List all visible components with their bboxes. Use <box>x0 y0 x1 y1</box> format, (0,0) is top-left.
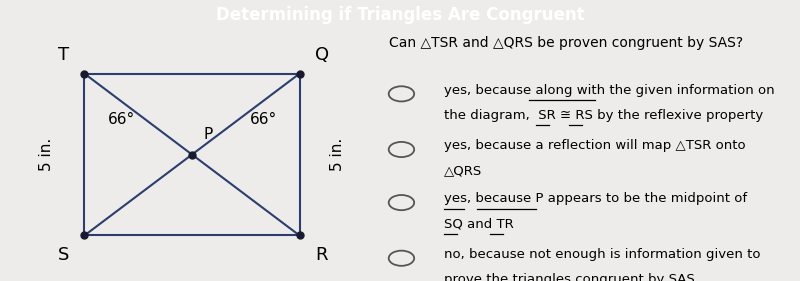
Text: prove the triangles congruent by SAS: prove the triangles congruent by SAS <box>444 273 694 281</box>
Text: Determining if Triangles Are Congruent: Determining if Triangles Are Congruent <box>216 6 584 24</box>
Text: the diagram,  SR ≅ RS by the reflexive property: the diagram, SR ≅ RS by the reflexive pr… <box>444 109 763 122</box>
Text: yes, because along with the given information on: yes, because along with the given inform… <box>444 84 774 97</box>
Text: P: P <box>203 127 213 142</box>
Text: R: R <box>315 246 327 264</box>
Text: 5 in.: 5 in. <box>330 138 346 171</box>
Text: yes, because a reflection will map △TSR onto: yes, because a reflection will map △TSR … <box>444 139 746 152</box>
Text: no, because not enough is information given to: no, because not enough is information gi… <box>444 248 760 261</box>
Text: 5 in.: 5 in. <box>38 138 54 171</box>
Text: 66°: 66° <box>250 112 277 126</box>
Text: T: T <box>58 46 69 64</box>
Text: Can △TSR and △QRS be proven congruent by SAS?: Can △TSR and △QRS be proven congruent by… <box>389 36 743 50</box>
Text: yes, because P appears to be the midpoint of: yes, because P appears to be the midpoin… <box>444 192 747 205</box>
Text: SQ and TR: SQ and TR <box>444 218 514 231</box>
Text: Q: Q <box>315 46 329 64</box>
Text: 66°: 66° <box>107 112 134 126</box>
Text: S: S <box>58 246 69 264</box>
Text: △QRS: △QRS <box>444 165 482 178</box>
